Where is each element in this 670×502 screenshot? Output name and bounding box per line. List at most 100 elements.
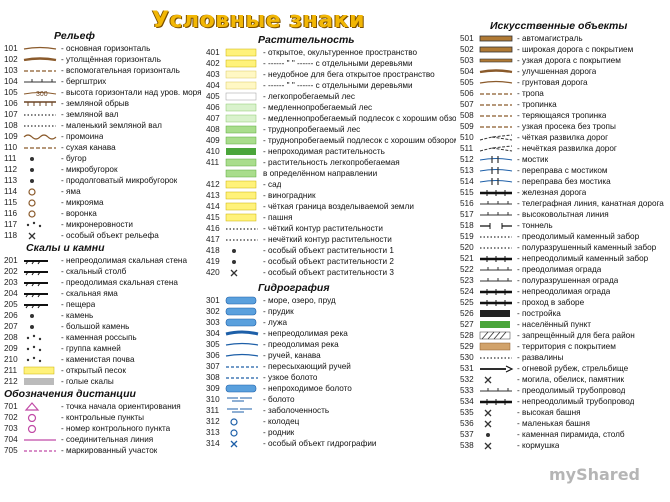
legend-row: 310 - болото [206, 394, 456, 405]
legend-code: 206 [4, 311, 18, 320]
legend-row: 314 - особый объект гидрографии [206, 438, 456, 449]
legend-code: 204 [4, 289, 18, 298]
legend-symbol [22, 366, 58, 375]
legend-label: - развалины [517, 353, 564, 362]
legend-symbol [478, 441, 514, 450]
legend-code: 519 [460, 232, 474, 241]
legend-row: 102 - утолщённая горизонталь [4, 54, 204, 65]
legend-row: 531 - огневой рубеж, стрельбище [460, 363, 668, 374]
legend-row: 521 - непреодолимый каменный забор [460, 253, 668, 264]
legend-code: 525 [460, 298, 474, 307]
legend-code: 115 [4, 198, 18, 207]
legend-code: 517 [460, 210, 474, 219]
legend-symbol [22, 110, 58, 119]
legend-symbol [478, 45, 514, 54]
legend-code: 311 [206, 406, 220, 415]
legend-symbol [22, 424, 58, 433]
legend-symbol [22, 99, 58, 108]
legend-label: - непреодолимая ограда [517, 287, 611, 296]
legend-code: 404 [206, 81, 220, 90]
legend-symbol [478, 199, 514, 208]
legend-row: 306 - ручей, канава [206, 350, 456, 361]
legend-label: - каменная пирамида, столб [517, 430, 625, 439]
legend-symbol [478, 375, 514, 384]
legend-code: 518 [460, 221, 474, 230]
legend-code: 407 [206, 114, 220, 123]
legend-code: 702 [4, 413, 18, 422]
legend-code: 101 [4, 44, 18, 53]
legend-symbol [22, 132, 58, 141]
legend-row: 704 - соединительная линия [4, 434, 204, 445]
legend-row: 210 - каменистая почва [4, 354, 204, 365]
legend-symbol [22, 300, 58, 309]
legend-row: 207 - большой камень [4, 321, 204, 332]
legend-code: 704 [4, 435, 18, 444]
legend-symbol [224, 158, 260, 167]
legend-symbol [22, 44, 58, 53]
legend-code: 408 [206, 125, 220, 134]
legend-label: - тоннель [517, 221, 553, 230]
legend-symbol [224, 318, 260, 327]
legend-label: - основная горизонталь [61, 44, 151, 53]
legend-label: - преодолимый трубопровод [517, 386, 626, 395]
legend-row: 416 - чёткий контур растительности [206, 223, 456, 234]
legend-label: - могила, обелиск, памятник [517, 375, 625, 384]
legend-code: 302 [206, 307, 220, 316]
legend-row: 411 - растительность легкопробегаемая [206, 157, 456, 168]
legend-row: 106 - земляной обрыв [4, 98, 204, 109]
legend-symbol [224, 202, 260, 211]
legend-code: 509 [460, 122, 474, 131]
legend-row: 504 - улучшенная дорога [460, 66, 668, 77]
legend-label: - ручей, канава [263, 351, 321, 360]
legend-row: 209 - группа камней [4, 343, 204, 354]
legend-label: - легкопробегаемый лес [263, 92, 355, 101]
legend-row: 526 - постройка [460, 308, 668, 319]
legend-label: - прудик [263, 307, 294, 316]
legend-label: - преодолимая ограда [517, 265, 602, 274]
legend-label: - открытое, окультуренное пространство [263, 48, 418, 57]
legend-code: 528 [460, 331, 474, 340]
legend-code: 419 [206, 257, 220, 266]
legend-label: - соединительная линия [61, 435, 154, 444]
legend-symbol [478, 188, 514, 197]
legend-symbol [478, 89, 514, 98]
legend-symbol [22, 165, 58, 174]
section-title-course: Обозначения дистанции [4, 388, 136, 400]
legend-symbol [224, 125, 260, 134]
legend-row: 308 - узкое болото [206, 372, 456, 383]
legend-symbol [22, 355, 58, 364]
legend-symbol [224, 70, 260, 79]
legend-label: - чёткий контур растительности [263, 224, 383, 233]
legend-symbol-text: 300 [36, 91, 48, 97]
legend-label: - непреодолимый трубопровод [517, 397, 635, 406]
legend-code: 506 [460, 89, 474, 98]
legend-code: 523 [460, 276, 474, 285]
legend-row: 527 - населённый пункт [460, 319, 668, 330]
legend-row: 112 - микробугорок [4, 164, 204, 175]
legend-label: - неудобное для бега открытое пространст… [263, 70, 435, 79]
legend-code: 202 [4, 267, 18, 276]
legend-label: - растительность легкопробегаемая [263, 158, 400, 167]
legend-code: 106 [4, 99, 18, 108]
legend-symbol [478, 287, 514, 296]
legend-label: - чёткая развилка дорог [517, 133, 609, 142]
legend-label: - населённый пункт [517, 320, 592, 329]
legend-symbol [478, 331, 514, 340]
legend-label: - виноградник [263, 191, 316, 200]
legend-label: - нечёткий контур растительности [263, 235, 392, 244]
legend-label: - открытый песок [61, 366, 126, 375]
legend-code: 209 [4, 344, 18, 353]
legend-label: - камень [61, 311, 94, 320]
page-title: Условные знаки [152, 8, 366, 33]
legend-code: 203 [4, 278, 18, 287]
legend-label: - запрещённый для бега район [517, 331, 635, 340]
legend-row: 201 - непреодолимая скальная стена [4, 255, 204, 266]
legend-symbol [478, 221, 514, 230]
legend-label: - непроходимая растительность [263, 147, 385, 156]
legend-symbol [478, 56, 514, 65]
legend-row: 402 - ------ " " ------ с отдельными дере… [206, 58, 456, 69]
legend-symbol [22, 402, 58, 411]
legend-label: - особый объект растительности 2 [263, 257, 394, 266]
legend-code: 514 [460, 177, 474, 186]
legend-row: 203 - преодолимая скальная стена [4, 277, 204, 288]
